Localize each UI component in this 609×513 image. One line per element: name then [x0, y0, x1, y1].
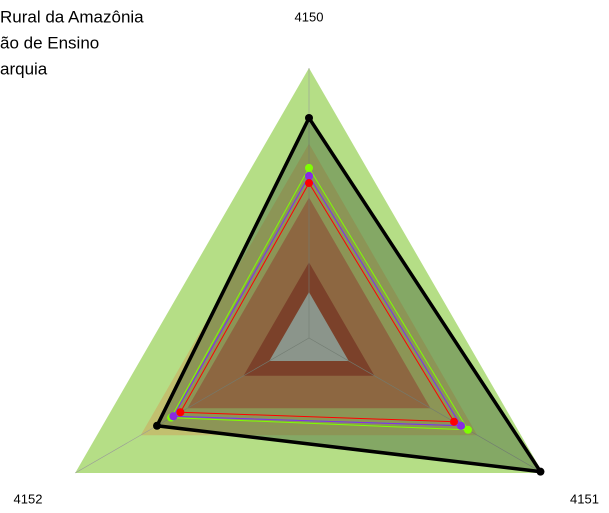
axis-line: [308, 337, 543, 474]
axis-label: 4152: [14, 491, 43, 506]
series-point: [176, 408, 185, 417]
legend-text: arquia: [0, 59, 48, 78]
series-point: [305, 179, 313, 188]
series-line: [154, 114, 545, 474]
series-line: [170, 166, 469, 431]
axis-label: 4150: [295, 9, 324, 24]
series-line: [172, 175, 462, 427]
series-point: [305, 163, 313, 172]
axis-line: [75, 337, 310, 474]
series-point: [153, 421, 162, 430]
series-point: [456, 421, 465, 430]
series-point: [305, 113, 313, 122]
series-line: [179, 182, 455, 423]
legend-text: ão de Ensino: [0, 33, 99, 52]
legend-text: Rural da Amazônia: [0, 7, 144, 26]
series-point: [536, 467, 545, 476]
series-point: [305, 172, 313, 180]
axis-label: 4151: [570, 491, 599, 506]
series-point: [169, 412, 178, 421]
series-point: [449, 417, 458, 426]
series-point: [464, 425, 473, 434]
